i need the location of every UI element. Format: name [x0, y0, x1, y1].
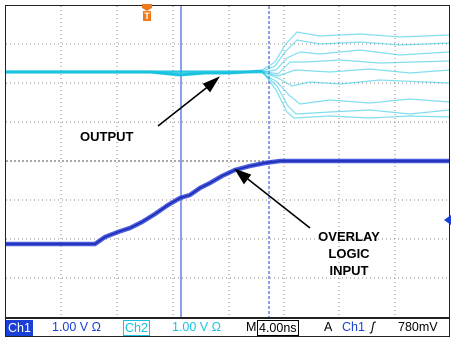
trigger-level: 780mV — [398, 320, 438, 334]
overlay-line-2: LOGIC — [328, 246, 370, 261]
trigger-mode: A — [324, 320, 333, 334]
overlay-line-1: OVERLAY — [318, 229, 380, 244]
ch2-scale: 1.00 V Ω — [172, 320, 221, 334]
ch2-output-main — [6, 69, 263, 77]
overlay-line-3: INPUT — [329, 263, 369, 278]
timebase-value[interactable]: 4.00ns — [257, 320, 299, 336]
trigger-slope-icon: ʃ — [371, 320, 375, 334]
output-annotation: OUTPUT — [80, 129, 134, 144]
trigger-position-icon: T — [141, 4, 153, 22]
overlay-annotation: OVERLAY LOGIC INPUT — [314, 228, 384, 279]
overlay-arrow — [234, 168, 311, 229]
ch2-output-trace — [6, 31, 450, 119]
ch2-label[interactable]: Ch2 — [123, 320, 150, 336]
output-arrow — [157, 76, 221, 127]
ch1-label[interactable]: Ch1 — [6, 320, 33, 336]
trigger-channel: Ch1 — [342, 320, 365, 334]
ch1-input-core — [6, 160, 449, 245]
ch1-scale: 1.00 V Ω — [52, 320, 101, 334]
svg-text:T: T — [144, 11, 150, 21]
status-bar: Ch1 1.00 V Ω Ch2 1.00 V Ω M 4.00ns A Ch1… — [5, 318, 450, 337]
timebase-label: M — [246, 320, 257, 334]
